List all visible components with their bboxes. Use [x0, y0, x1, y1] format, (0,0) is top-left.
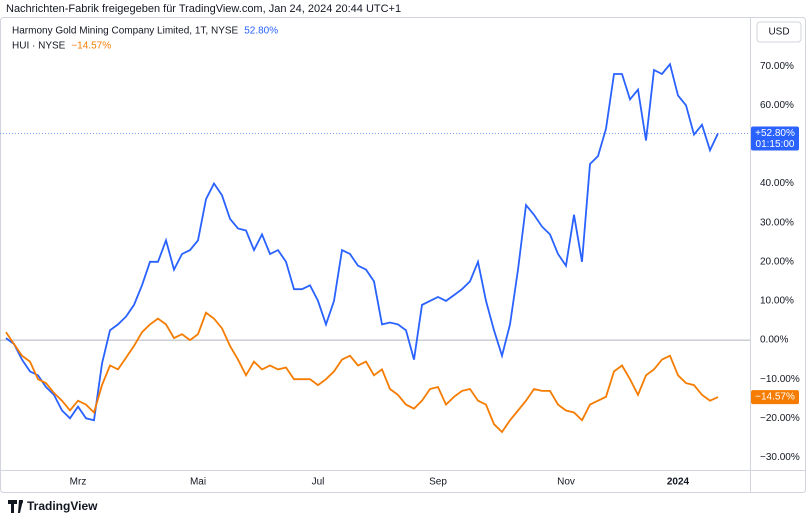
y-tick-label: −10.00% — [760, 374, 800, 385]
y-tick-label: −20.00% — [760, 413, 800, 424]
x-tick-label: Nov — [557, 477, 575, 488]
x-tick-label: Jul — [312, 477, 325, 488]
legend-value: 52.80% — [244, 26, 278, 37]
y-tick-label: 30.00% — [760, 217, 794, 228]
y-tick-label: 40.00% — [760, 178, 794, 189]
currency-button[interactable] — [756, 21, 802, 43]
header: Nachrichten-Fabrik freigegeben für Tradi… — [6, 3, 401, 15]
y-tick-label: 0.00% — [760, 335, 788, 346]
legend-name: HUI · NYSE — [12, 41, 66, 52]
price-badge — [751, 126, 799, 151]
x-tick-label: Mai — [190, 477, 206, 488]
series-line — [5, 311, 719, 434]
x-tick-label: Sep — [429, 477, 447, 488]
y-tick-label: −30.00% — [760, 452, 800, 463]
y-tick-label: 60.00% — [760, 100, 794, 111]
y-tick-label: 70.00% — [760, 61, 794, 72]
price-badge-time: 01:15:00 — [756, 139, 795, 150]
legend-value: −14.57% — [71, 41, 111, 52]
footer-logo — [8, 500, 23, 513]
x-tick-label: Mrz — [70, 477, 87, 488]
x-tick-label: 2024 — [667, 477, 690, 488]
series-line — [5, 62, 719, 422]
price-badge — [751, 390, 799, 405]
footer-brand: TradingView — [27, 499, 98, 513]
price-badge-label: −14.57% — [755, 392, 795, 403]
chart-frame — [0, 17, 806, 493]
legend-name: Harmony Gold Mining Company Limited, 1T,… — [12, 26, 239, 37]
y-tick-label: 20.00% — [760, 256, 794, 267]
currency-label[interactable]: USD — [768, 27, 789, 38]
price-badge-label: +52.80% — [755, 128, 795, 139]
y-tick-label: 10.00% — [760, 296, 794, 307]
